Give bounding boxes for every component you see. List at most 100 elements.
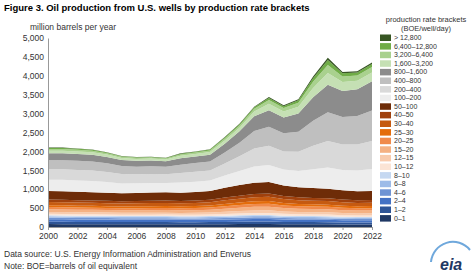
legend-label: 40–50 [394,111,414,118]
tick-label: 2006 [127,231,146,241]
legend-swatch [380,103,391,110]
legend-swatch [380,129,391,136]
tick-label: 2022 [363,231,382,241]
legend-swatch [380,189,391,196]
legend-label: 8–10 [394,172,410,179]
legend-swatch [380,146,391,153]
legend-label: 30–40 [394,120,414,127]
legend-swatch [380,155,391,162]
tick: 2,000 [23,147,48,157]
tick-label: 1,500 [23,166,45,176]
legend-label: 15–20 [394,146,414,153]
tick: 2010 [186,227,205,241]
tick-label: 2016 [275,231,294,241]
legend-swatch [380,78,391,85]
tick-label: 3,500 [23,90,45,100]
tick-label: 4,000 [23,71,45,81]
tick-label: 2002 [68,231,87,241]
tick-mark [77,227,78,230]
tick-label: 500 [30,203,44,213]
legend-swatch [380,138,391,145]
tick-label: 2000 [39,231,58,241]
tick: 2022 [363,227,382,241]
legend-label: > 12,800 [394,34,422,41]
area-series [48,65,372,159]
axis-line [49,227,373,228]
tick-label: 2020 [334,231,353,241]
legend-swatch [380,69,391,76]
chart: Figure 3. Oil production from U.S. wells… [0,0,474,280]
legend: production rate brackets(BOE/well/day)> … [380,15,466,222]
tick-label: 5,000 [23,33,45,43]
tick: 3,000 [23,109,48,119]
legend-swatch [380,52,391,59]
legend-label: 200–400 [394,86,421,93]
tick-label: 2008 [157,231,176,241]
tick-label: 1,000 [23,184,45,194]
tick: 3,500 [23,90,48,100]
legend-swatch [380,35,391,42]
tick: 4,000 [23,71,48,81]
legend-swatch [380,86,391,93]
legend-swatch [380,95,391,102]
legend-label: 3,200–6,400 [394,51,433,58]
legend-swatch [380,121,391,128]
tick: 4,500 [23,52,48,62]
legend-swatch [380,60,391,67]
legend-label: 800–1,600 [394,68,427,75]
tick-label: 2012 [216,231,235,241]
tick-label: 2004 [98,231,117,241]
legend-swatch [380,43,391,50]
plot-area [48,58,372,227]
tick-label: 2018 [304,231,323,241]
y-axis: 05001,0001,5002,0002,5003,0003,5004,0004… [23,33,49,232]
legend-swatch [380,198,391,205]
tick-label: 2010 [186,231,205,241]
legend-label: 400–800 [394,77,421,84]
tick: 2012 [216,227,235,241]
tick-mark [254,227,255,230]
legend-label: 1–2 [394,206,406,213]
tick-mark [166,227,167,230]
legend-swatch [380,207,391,214]
tick: 2018 [304,227,323,241]
tick-label: 3,000 [23,109,45,119]
area-series [48,110,372,174]
axis-line [48,39,49,228]
tick: 500 [30,203,48,213]
title: Figure 3. Oil production from U.S. wells… [4,2,310,13]
tick: 2002 [68,227,87,241]
tick-mark [343,227,344,230]
tick: 2014 [245,227,264,241]
legend-label: 6–8 [394,180,406,187]
note: Note: BOE=barrels of oil equivalent [4,261,138,271]
tick: 2004 [98,227,117,241]
tick-mark [107,227,108,230]
legend-label: 100–200 [394,94,421,101]
legend-label: 20–25 [394,137,414,144]
area-series [48,58,372,158]
legend-label: 12–15 [394,154,414,161]
tick: 2000 [39,227,58,241]
area-series [48,224,372,227]
tick-label: 2,000 [23,147,45,157]
legend-swatch [380,215,391,222]
tick: 2008 [157,227,176,241]
legend-label: 6,400–12,800 [394,43,437,50]
legend-label: 50–100 [394,103,417,110]
tick-mark [225,227,226,230]
legend-label: 1,600–3,200 [394,60,433,67]
legend-label: 4–6 [394,189,406,196]
tick-mark [284,227,285,230]
legend-label: 25–30 [394,129,414,136]
tick-mark [313,227,314,230]
tick-label: 4,500 [23,52,45,62]
y-axis-label: million barrels per year [30,22,116,32]
tick: 1,500 [23,166,48,176]
tick: 5,000 [23,33,48,43]
legend-swatch [380,172,391,179]
tick: 1,000 [23,184,48,194]
tick-mark [48,227,49,230]
legend-swatch [380,164,391,171]
legend-swatch [380,112,391,119]
